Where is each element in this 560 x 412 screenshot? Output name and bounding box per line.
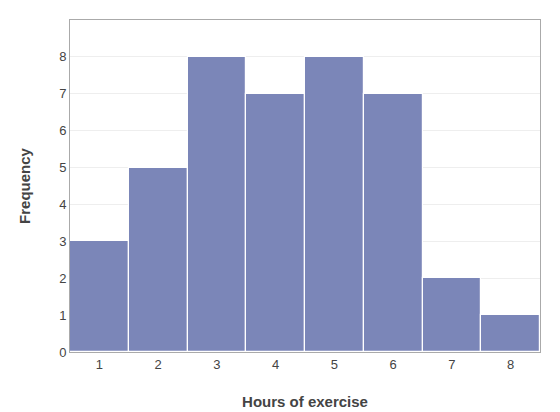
svg-text:8: 8 [59,49,66,64]
svg-text:4: 4 [59,197,66,212]
svg-text:5: 5 [59,160,66,175]
svg-text:6: 6 [59,123,66,138]
svg-text:7: 7 [448,357,455,372]
svg-text:1: 1 [59,308,66,323]
svg-text:0: 0 [59,345,66,360]
svg-text:6: 6 [390,357,397,372]
svg-text:Frequency: Frequency [16,147,33,224]
svg-text:3: 3 [59,234,66,249]
svg-text:4: 4 [272,357,279,372]
svg-text:Hours of exercise: Hours of exercise [242,393,368,410]
svg-text:7: 7 [59,86,66,101]
svg-text:2: 2 [59,271,66,286]
svg-text:3: 3 [213,357,220,372]
svg-text:5: 5 [331,357,338,372]
svg-text:1: 1 [96,357,103,372]
svg-text:2: 2 [155,357,162,372]
svg-text:8: 8 [507,357,514,372]
